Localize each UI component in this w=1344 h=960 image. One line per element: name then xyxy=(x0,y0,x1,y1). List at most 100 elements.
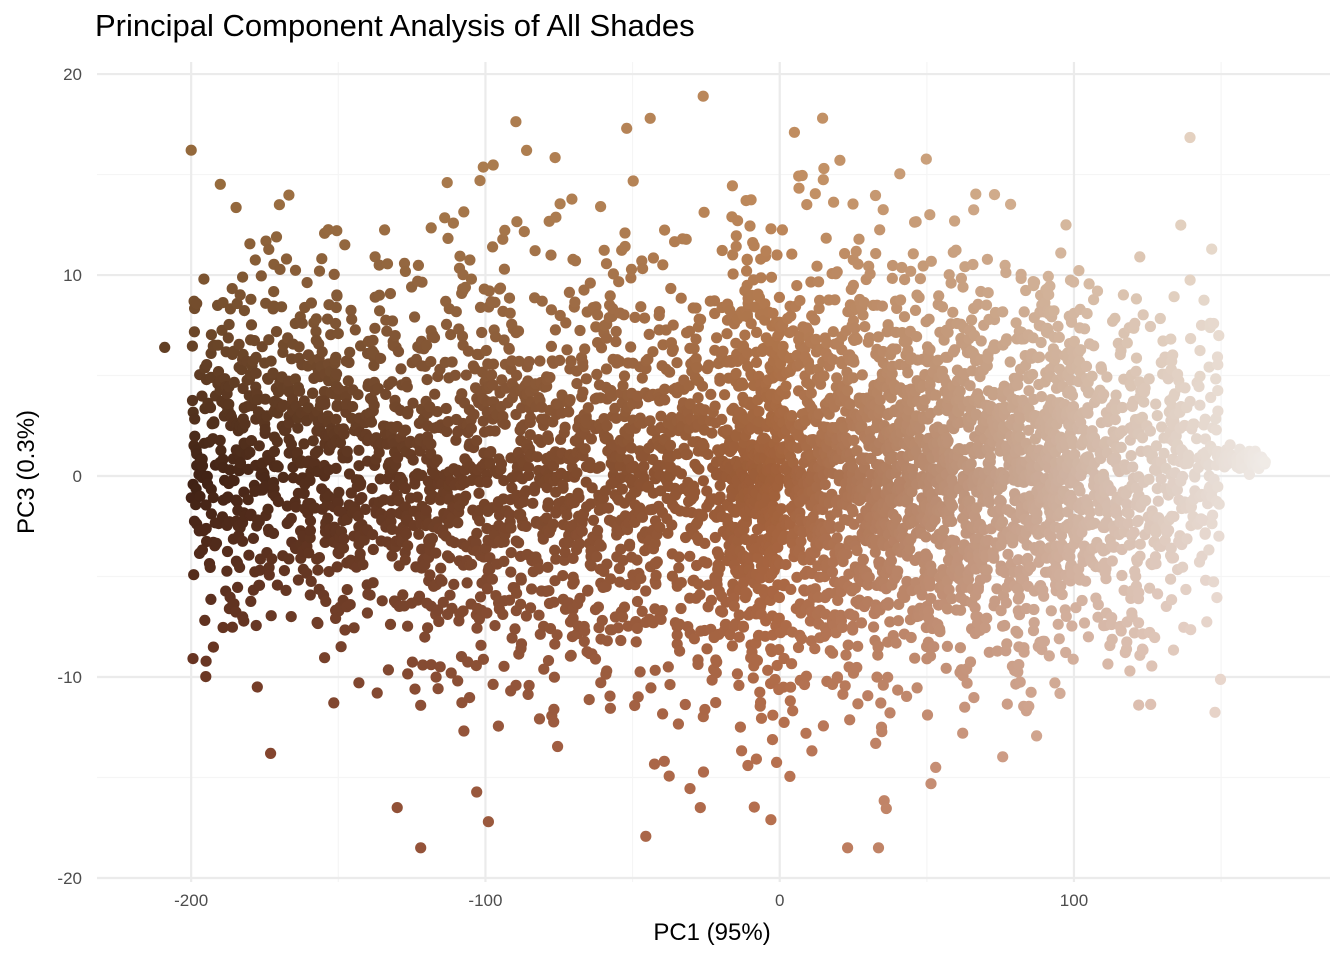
data-point xyxy=(353,677,365,689)
data-point xyxy=(510,587,523,599)
data-point xyxy=(481,607,493,619)
data-point xyxy=(200,522,212,535)
data-point xyxy=(313,265,326,277)
data-point xyxy=(962,573,975,586)
data-point xyxy=(1106,555,1118,567)
data-point xyxy=(1001,638,1013,650)
data-point xyxy=(413,590,426,602)
data-point xyxy=(400,528,412,540)
data-point xyxy=(886,272,898,284)
data-point xyxy=(505,522,517,534)
data-point xyxy=(690,333,702,345)
data-point xyxy=(465,273,477,285)
data-point xyxy=(574,538,586,550)
data-point xyxy=(487,358,499,370)
data-point xyxy=(221,565,233,577)
data-point xyxy=(719,389,731,401)
data-point xyxy=(564,394,576,406)
data-point xyxy=(771,249,783,261)
data-point xyxy=(690,302,702,314)
data-point xyxy=(1002,548,1014,560)
data-point xyxy=(417,659,429,671)
data-point xyxy=(780,559,792,571)
data-point xyxy=(510,369,523,381)
data-point xyxy=(285,611,297,623)
data-point xyxy=(693,463,705,475)
data-point xyxy=(504,307,516,319)
data-point xyxy=(271,435,283,448)
data-point xyxy=(450,306,462,318)
data-point xyxy=(250,619,262,632)
data-point xyxy=(869,189,882,202)
data-point xyxy=(580,373,593,385)
data-point xyxy=(389,330,401,342)
data-point xyxy=(516,402,528,414)
data-point xyxy=(480,344,492,357)
data-point xyxy=(925,255,937,267)
data-point xyxy=(730,230,742,242)
data-point xyxy=(876,726,888,738)
data-point xyxy=(471,622,483,634)
data-point xyxy=(367,543,379,556)
data-point xyxy=(862,690,874,702)
data-point xyxy=(244,238,256,250)
data-point xyxy=(635,301,647,313)
data-point xyxy=(650,569,662,582)
data-point xyxy=(829,294,841,306)
data-point xyxy=(920,531,932,543)
data-point xyxy=(968,204,980,216)
data-point xyxy=(474,591,487,603)
data-points xyxy=(159,90,1271,854)
data-point xyxy=(367,577,379,589)
data-point xyxy=(780,380,792,392)
data-point xyxy=(697,90,709,102)
data-point xyxy=(499,418,511,430)
data-point xyxy=(217,297,229,309)
data-point xyxy=(457,605,469,617)
data-point xyxy=(441,425,453,438)
data-point xyxy=(631,554,643,566)
data-point xyxy=(859,321,871,333)
data-point xyxy=(425,438,437,450)
data-point xyxy=(273,199,285,211)
data-point xyxy=(730,367,742,380)
data-point xyxy=(773,591,786,604)
data-point xyxy=(460,369,472,381)
data-point xyxy=(785,681,797,693)
data-point xyxy=(545,304,558,316)
data-point xyxy=(200,671,212,683)
data-point xyxy=(458,725,470,737)
data-point xyxy=(1079,323,1091,335)
data-point xyxy=(844,714,856,726)
chart-title: Principal Component Analysis of All Shad… xyxy=(95,8,695,43)
data-point xyxy=(615,634,627,647)
data-point xyxy=(571,378,583,390)
data-point xyxy=(548,671,561,683)
data-point xyxy=(582,402,594,414)
data-point xyxy=(602,502,615,514)
data-point xyxy=(1056,588,1068,601)
data-point xyxy=(369,251,381,263)
data-point xyxy=(421,374,433,386)
data-point xyxy=(532,563,545,575)
data-point xyxy=(384,288,396,300)
data-point xyxy=(1128,526,1140,539)
data-point xyxy=(559,546,571,558)
data-point xyxy=(552,740,564,753)
data-point xyxy=(456,388,468,400)
data-point xyxy=(283,447,295,459)
data-point xyxy=(945,277,957,289)
data-point xyxy=(1055,247,1067,259)
data-point xyxy=(292,422,304,434)
data-point xyxy=(305,297,317,309)
data-point xyxy=(312,445,324,457)
data-point xyxy=(621,122,633,134)
data-point xyxy=(471,527,483,540)
data-point xyxy=(921,709,934,721)
data-point xyxy=(736,745,748,757)
data-point xyxy=(701,557,713,569)
data-point xyxy=(222,332,234,344)
data-point xyxy=(1132,514,1144,527)
data-point xyxy=(765,814,777,826)
data-point xyxy=(474,301,487,313)
